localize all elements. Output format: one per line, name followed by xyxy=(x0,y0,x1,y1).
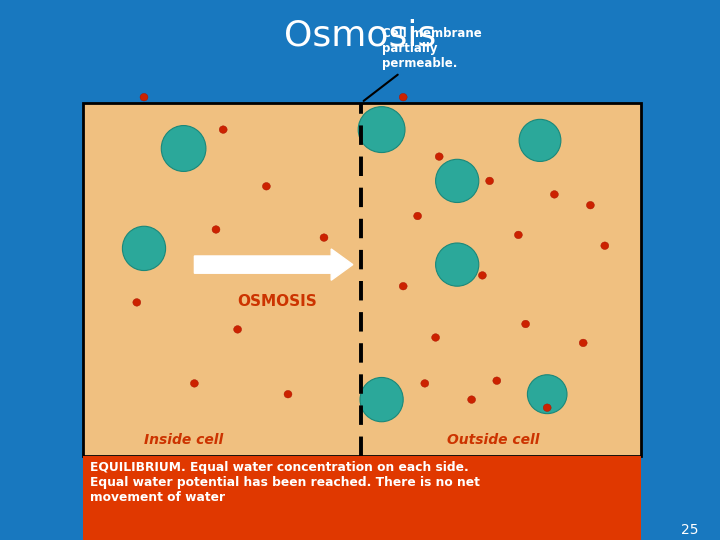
Ellipse shape xyxy=(399,93,408,101)
Ellipse shape xyxy=(436,159,479,202)
Bar xyxy=(83,456,641,540)
Text: EQUILIBRIUM. Equal water concentration on each side.
Equal water potential has b: EQUILIBRIUM. Equal water concentration o… xyxy=(90,461,480,504)
Ellipse shape xyxy=(521,320,530,328)
Ellipse shape xyxy=(586,201,595,209)
Ellipse shape xyxy=(432,334,439,341)
Ellipse shape xyxy=(436,243,479,286)
Ellipse shape xyxy=(579,339,588,347)
Ellipse shape xyxy=(133,299,141,306)
Ellipse shape xyxy=(212,226,220,233)
Text: Osmosis: Osmosis xyxy=(284,18,436,52)
FancyArrow shape xyxy=(194,249,353,280)
Ellipse shape xyxy=(435,153,443,160)
Ellipse shape xyxy=(233,326,242,333)
Text: Cell membrane
partially
permeable.: Cell membrane partially permeable. xyxy=(364,27,482,101)
Ellipse shape xyxy=(262,183,270,190)
Ellipse shape xyxy=(122,226,166,271)
Ellipse shape xyxy=(359,107,405,152)
Ellipse shape xyxy=(514,231,523,239)
Text: 25: 25 xyxy=(681,523,698,537)
Ellipse shape xyxy=(519,119,561,161)
Text: Inside cell: Inside cell xyxy=(144,433,223,447)
Ellipse shape xyxy=(468,396,475,403)
Text: OSMOSIS: OSMOSIS xyxy=(238,294,317,309)
Ellipse shape xyxy=(320,234,328,241)
Ellipse shape xyxy=(161,125,206,172)
Ellipse shape xyxy=(420,380,428,387)
Text: Outside cell: Outside cell xyxy=(447,433,539,447)
Ellipse shape xyxy=(600,242,609,249)
Ellipse shape xyxy=(479,272,487,279)
Ellipse shape xyxy=(360,377,403,422)
Ellipse shape xyxy=(550,191,559,198)
Ellipse shape xyxy=(528,375,567,414)
Ellipse shape xyxy=(544,404,552,411)
Ellipse shape xyxy=(140,93,148,101)
Ellipse shape xyxy=(492,377,500,384)
Ellipse shape xyxy=(219,126,228,133)
Ellipse shape xyxy=(284,390,292,398)
Ellipse shape xyxy=(399,282,408,290)
Ellipse shape xyxy=(413,212,421,220)
Bar xyxy=(83,103,641,456)
Ellipse shape xyxy=(486,177,494,185)
Ellipse shape xyxy=(190,380,199,387)
